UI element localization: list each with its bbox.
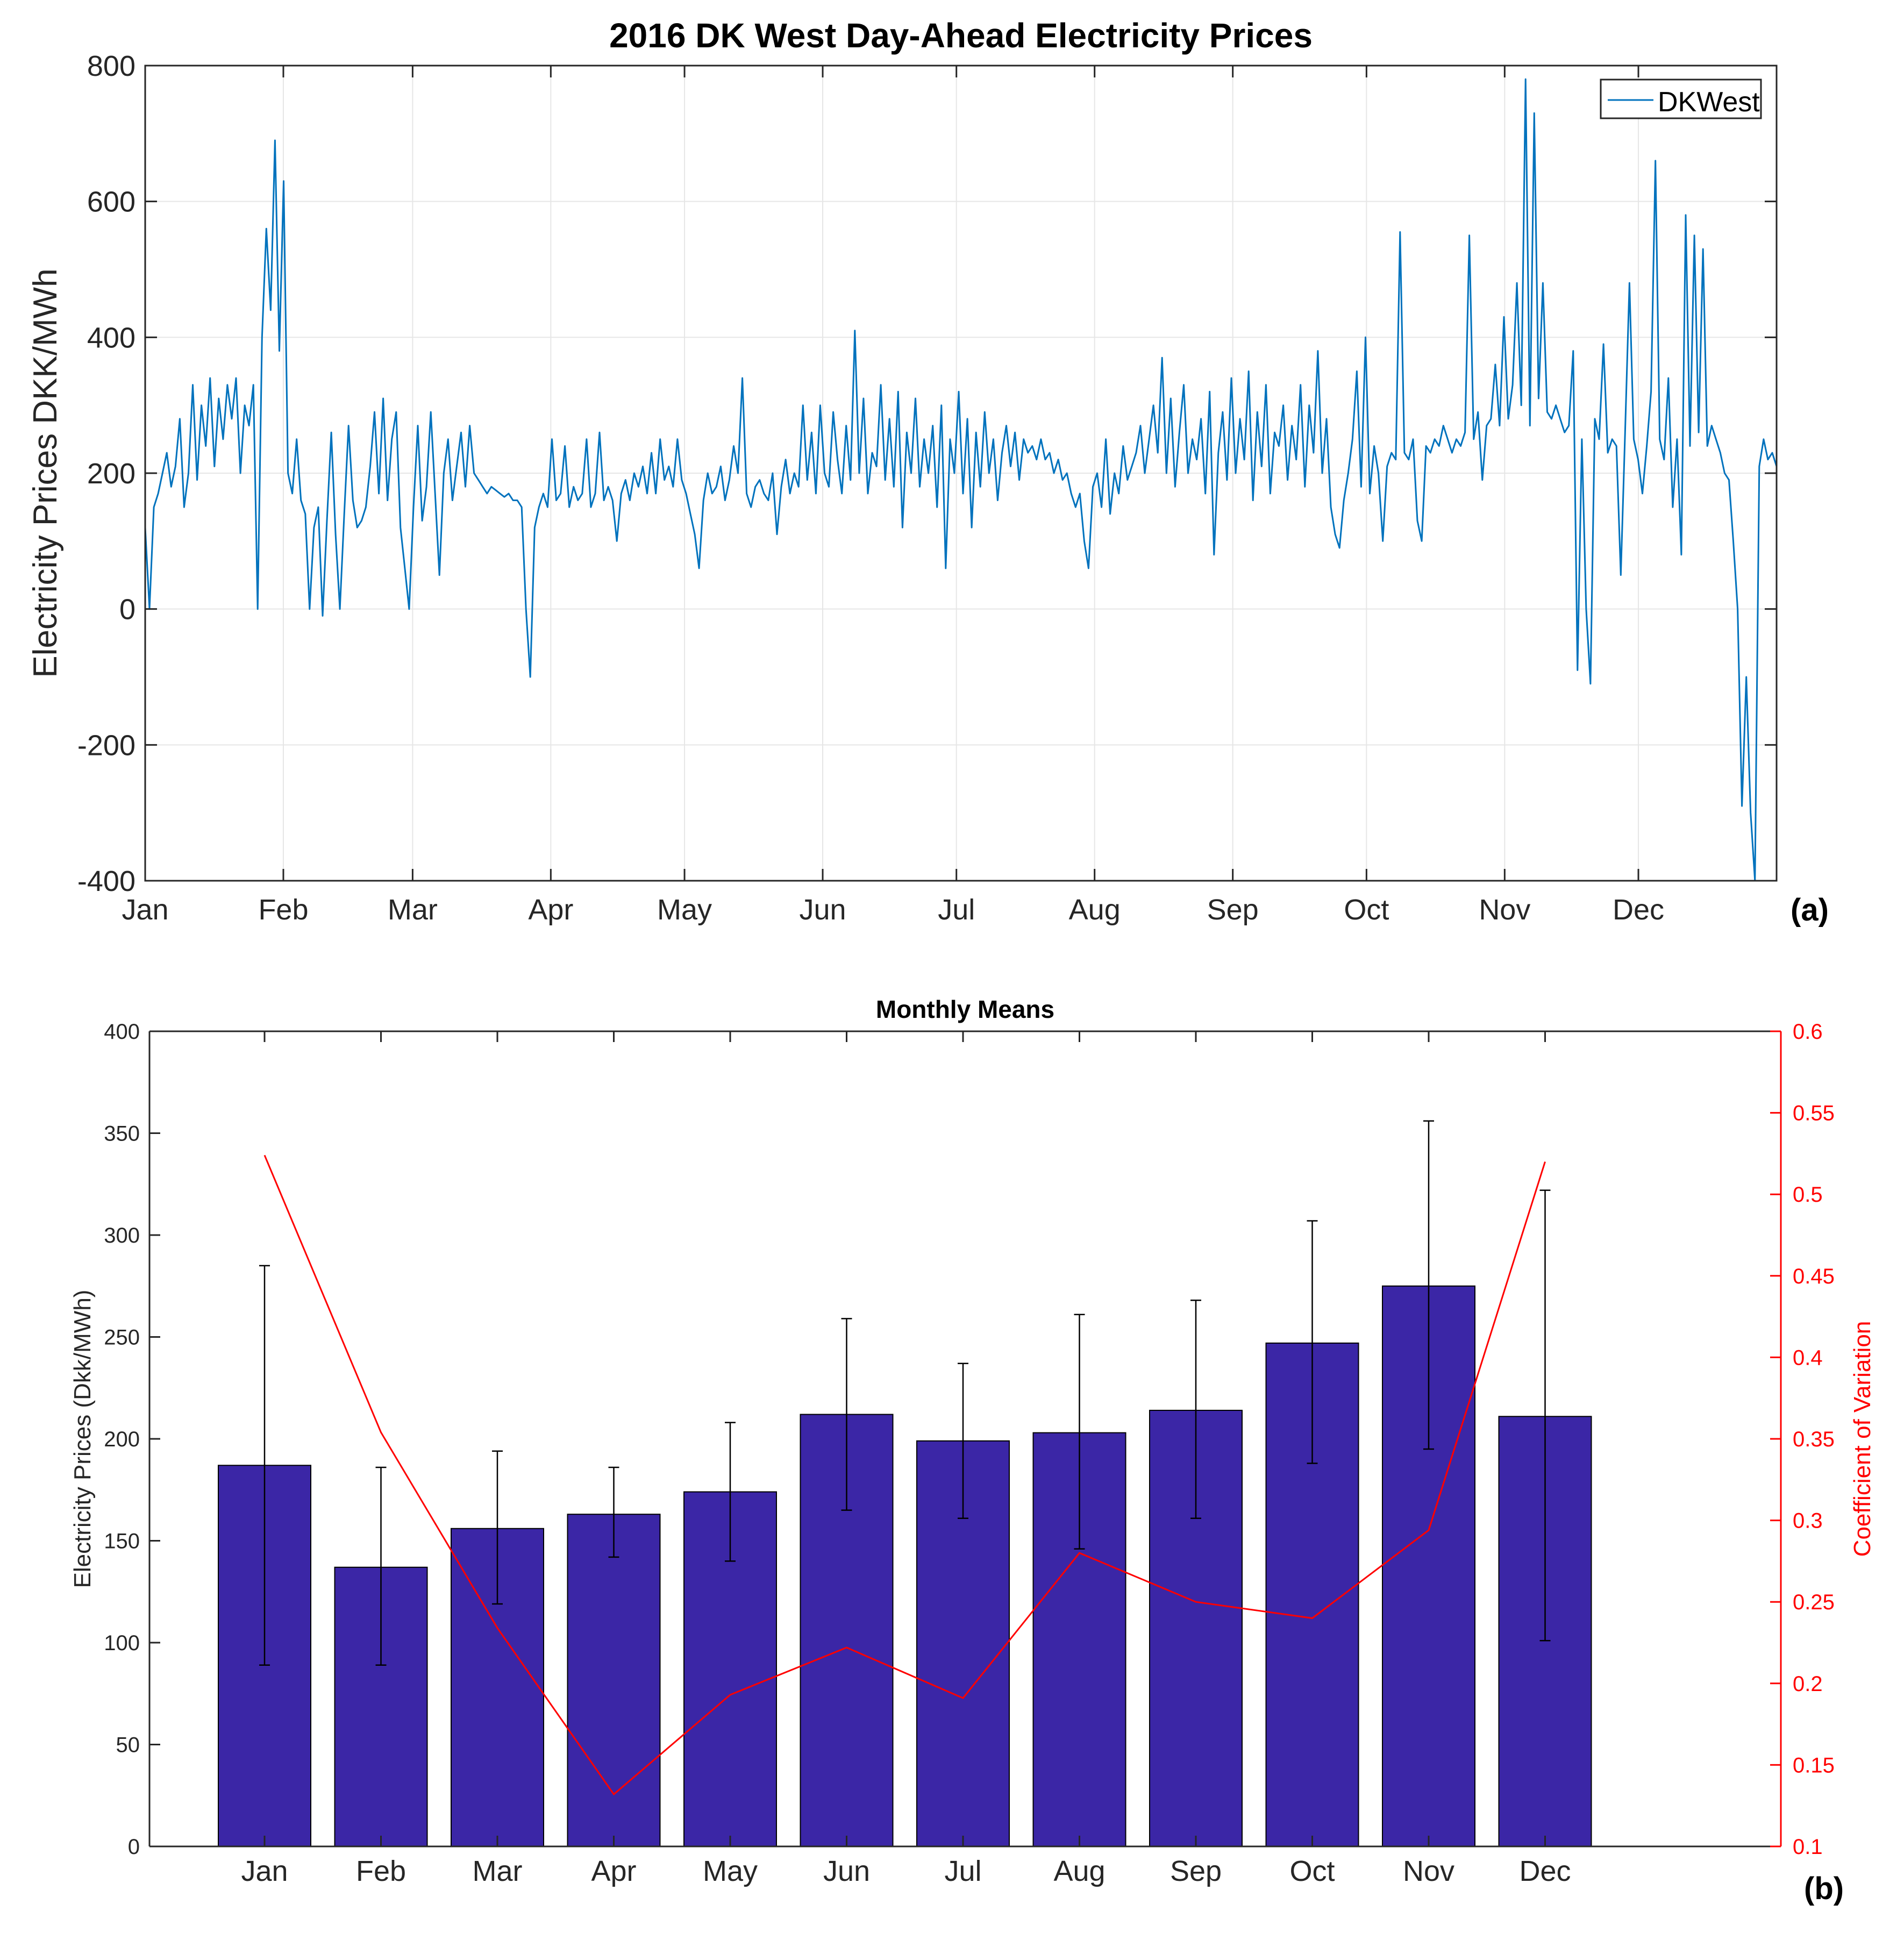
x-tick-label: May [703, 1855, 758, 1887]
y-tick-label: 100 [104, 1631, 140, 1655]
error-bar-feb [375, 1466, 387, 1666]
x-tick-label: Jan [122, 894, 168, 926]
x-tick-label: Jun [823, 1855, 870, 1887]
y-tick-label: 150 [104, 1530, 140, 1553]
y-tick-label: 50 [116, 1734, 140, 1757]
x-tick-label: Dec [1519, 1855, 1571, 1887]
y2-tick-label: 0.45 [1793, 1265, 1835, 1288]
error-bar-may [725, 1422, 736, 1562]
chart-title-a: 2016 DK West Day-Ahead Electricity Price… [609, 16, 1313, 55]
legend-entry-dkwest: DKWest [1658, 87, 1760, 118]
x-tick-label: Mar [473, 1855, 523, 1887]
y-tick-label: 800 [87, 50, 136, 82]
x-tick-label: Feb [258, 894, 308, 926]
legend: DKWest [1600, 79, 1762, 119]
x-tick-label: Feb [356, 1855, 406, 1887]
error-bar-dec [1539, 1189, 1551, 1642]
y-tick-label: 200 [104, 1428, 140, 1451]
x-tick-label: Mar [388, 894, 438, 926]
error-bar-oct [1307, 1220, 1318, 1464]
y2-tick-label: 0.1 [1793, 1835, 1823, 1859]
y-tick-label: 200 [87, 458, 136, 490]
y-tick-label: 400 [87, 322, 136, 354]
x-tick-label: Sep [1207, 894, 1259, 926]
error-bar-nov [1423, 1120, 1434, 1450]
y-axis-label-a: Electricity Prices DKK/MWh [27, 268, 64, 677]
x-tick-label: Oct [1344, 894, 1389, 926]
series-line-dkwest [144, 78, 1778, 882]
y2-axis-label-b: Coefficient of Variation [1849, 1321, 1876, 1557]
y-tick-label: 300 [104, 1224, 140, 1247]
x-tick-label: Oct [1289, 1855, 1335, 1887]
x-tick-label: Apr [591, 1855, 636, 1887]
panel-label-b: (b) [1804, 1871, 1844, 1906]
cv-line [263, 1154, 1546, 1796]
panel-label-a: (a) [1791, 893, 1829, 928]
x-tick-label: Aug [1053, 1855, 1105, 1887]
ticks-a: -400 -200 0 200 400 600 800 Jan Feb Mar Apr May Jun J… [77, 50, 1777, 926]
y-tick-label: 0 [119, 594, 136, 626]
y-axis-label-b: Electricity Prices (Dkk/MWh) [69, 1290, 96, 1588]
legend-box [1600, 79, 1762, 119]
bar-apr [567, 1514, 661, 1847]
axes-b: 0 50 100 150 200 250 300 350 400 0.1 0.15 0.2 0.25 0.… [104, 1020, 1835, 1887]
y-tick-label: 250 [104, 1326, 140, 1350]
y-tick-label: 400 [104, 1020, 140, 1044]
x-tick-label: Jul [938, 894, 975, 926]
x-tick-label: Nov [1403, 1855, 1454, 1887]
x-tick-label: Sep [1170, 1855, 1222, 1887]
monthly-means-chart: 0 50 100 150 200 250 300 350 400 0.1 0.15 0.2 0.25 0.… [69, 995, 1876, 1906]
y-tick-label: 0 [128, 1835, 140, 1859]
x-tick-label: Jun [799, 894, 846, 926]
y2-tick-label: 0.2 [1793, 1672, 1823, 1696]
x-tick-label: Apr [528, 894, 573, 926]
error-bar-jan [259, 1265, 270, 1666]
x-tick-label: Dec [1613, 894, 1664, 926]
y-tick-label: -400 [77, 865, 136, 897]
y2-tick-label: 0.25 [1793, 1590, 1835, 1614]
y2-tick-label: 0.3 [1793, 1509, 1823, 1533]
y2-tick-label: 0.15 [1793, 1753, 1835, 1777]
y2-tick-label: 0.6 [1793, 1020, 1823, 1044]
x-tick-label: Jan [241, 1855, 288, 1887]
error-bars [259, 1120, 1551, 1666]
y2-tick-label: 0.5 [1793, 1183, 1823, 1207]
x-tick-label: Aug [1069, 894, 1121, 926]
y2-tick-label: 0.4 [1793, 1346, 1823, 1369]
y-tick-label: -200 [77, 729, 136, 761]
y2-tick-label: 0.35 [1793, 1428, 1835, 1451]
error-bar-jun [841, 1318, 852, 1511]
y2-tick-label: 0.55 [1793, 1102, 1835, 1125]
chart-title-b: Monthly Means [876, 995, 1054, 1023]
error-bar-apr [608, 1466, 619, 1558]
error-bar-sep [1190, 1300, 1201, 1520]
error-bar-mar [492, 1450, 503, 1605]
x-tick-label: Nov [1479, 894, 1530, 926]
x-tick-label: Jul [944, 1855, 981, 1887]
error-bar-aug [1074, 1314, 1085, 1550]
x-tick-label: May [657, 894, 712, 926]
y-tick-label: 350 [104, 1122, 140, 1146]
error-bar-jul [958, 1363, 968, 1520]
price-line-chart: -400 -200 0 200 400 600 800 Jan Feb Mar Apr May Jun J… [27, 16, 1829, 928]
y-tick-label: 600 [87, 186, 136, 218]
